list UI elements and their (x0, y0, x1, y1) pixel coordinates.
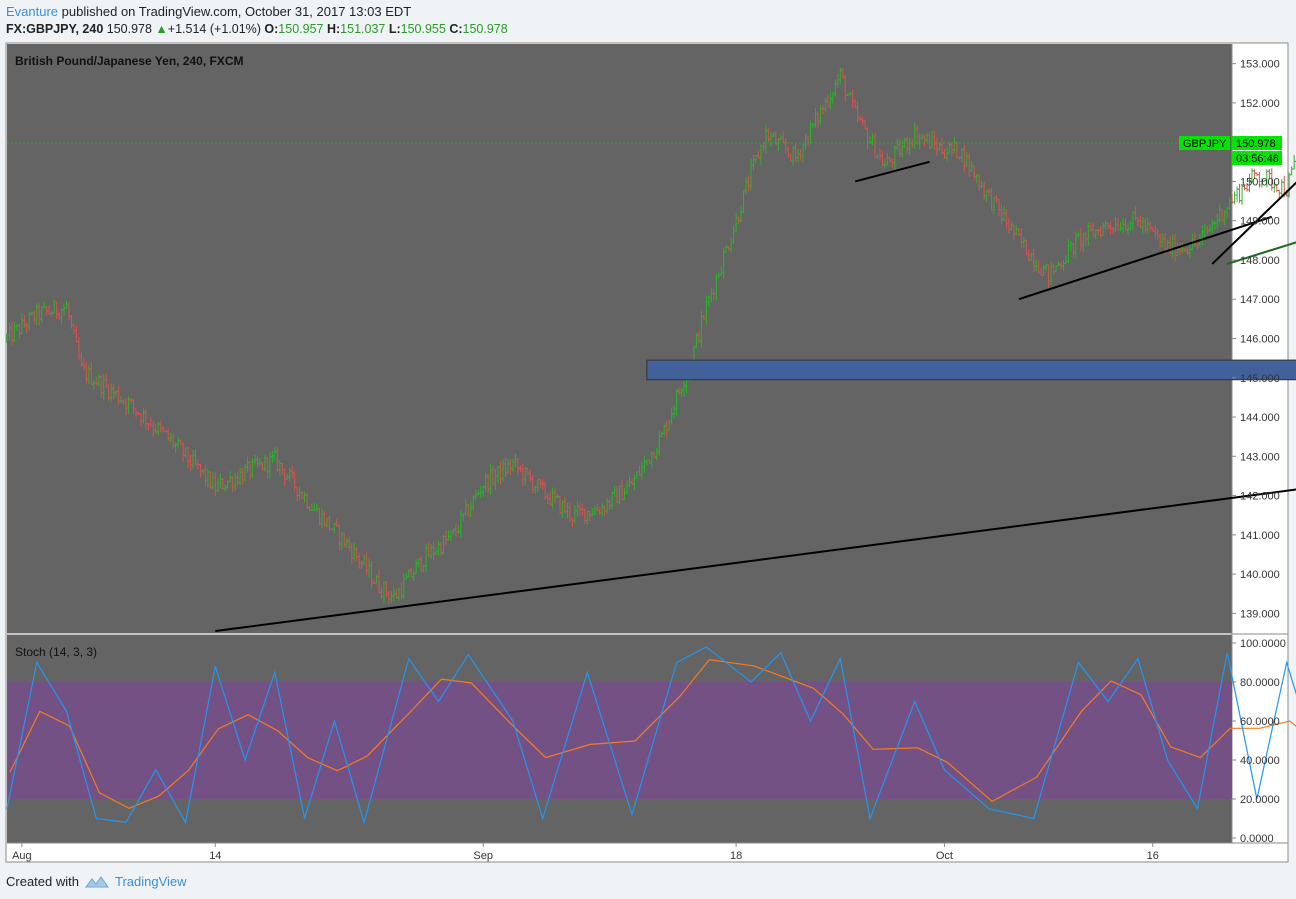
chart-title: British Pound/Japanese Yen, 240, FXCM (15, 54, 244, 68)
candle (1290, 166, 1294, 176)
price-tick-label: 145.000 (1240, 373, 1280, 385)
publish-line: Evanture published on TradingView.com, O… (6, 4, 411, 19)
main-pane[interactable] (7, 44, 1232, 633)
candle (1292, 155, 1296, 170)
last-price: 150.978 (106, 22, 152, 36)
price-tick-label: 139.000 (1240, 608, 1280, 620)
stoch-tick-label: 100.0000 (1240, 638, 1286, 650)
price-tick-label: 152.000 (1240, 98, 1280, 110)
price-tick-label: 142.000 (1240, 491, 1280, 503)
high-value: 151.037 (340, 22, 386, 36)
price-tick-label: 143.000 (1240, 451, 1280, 463)
trendline (854, 160, 930, 183)
annotation-support-zone (646, 359, 1296, 381)
close-value: 150.978 (462, 22, 508, 36)
close-label: C: (449, 22, 463, 36)
trendline (215, 488, 1296, 633)
footer: Created with TradingView (6, 874, 187, 889)
time-tick-label: Sep (473, 850, 493, 862)
tradingview-logo-icon (84, 875, 109, 887)
created-with-label: Created with (6, 874, 79, 889)
price-tick-label: 153.000 (1240, 59, 1280, 71)
time-tick-label: 16 (1147, 850, 1159, 862)
open-label: O: (264, 22, 279, 36)
low-value: 150.955 (400, 22, 446, 36)
low-label: L: (388, 22, 401, 36)
price-tick-label: 146.000 (1240, 334, 1280, 346)
stoch-tick-label: 60.0000 (1240, 716, 1280, 728)
price-tick-label: 144.000 (1240, 412, 1280, 424)
time-tick-label: 14 (209, 850, 221, 862)
price-tick-label: 140.000 (1240, 569, 1280, 581)
price-tick-label: 147.000 (1240, 294, 1280, 306)
high-label: H: (326, 22, 341, 36)
stoch-d-line (9, 658, 1296, 809)
open-value: 150.957 (278, 22, 324, 36)
trendline (1018, 215, 1273, 301)
price-tick-label: 148.000 (1240, 255, 1280, 267)
time-tick-label: 18 (730, 850, 742, 862)
last-price-tag (1232, 136, 1282, 151)
price-tick-label: 141.000 (1240, 530, 1280, 542)
stoch-tick-label: 20.0000 (1240, 794, 1280, 806)
price-tick-label: 150.000 (1240, 176, 1280, 188)
symbol-tag-label: GBPJPY (1183, 138, 1227, 150)
stoch-tick-label: 40.0000 (1240, 755, 1280, 767)
publish-info: published on TradingView.com, October 31… (61, 4, 412, 19)
tradingview-link[interactable]: TradingView (114, 874, 187, 889)
last-price-tag-label: 150.978 (1236, 138, 1276, 150)
price-change: +1.514 (+1.01%) (167, 22, 261, 36)
stoch-k-line (6, 646, 1296, 825)
symbol-tag (1179, 136, 1230, 151)
time-tick-label: Oct (936, 850, 953, 862)
price-tick-label: 149.000 (1240, 216, 1280, 228)
author-link[interactable]: Evanture (6, 4, 59, 19)
stoch-tick-label: 80.0000 (1240, 677, 1280, 689)
change-arrow-icon: ▲ (155, 22, 168, 36)
symbol-name: FX:GBPJPY, 240 (6, 22, 104, 36)
countdown-tag (1232, 151, 1282, 166)
stoch-tick-label: 0.0000 (1240, 833, 1274, 845)
trendline (1226, 241, 1296, 265)
stoch-band (7, 682, 1232, 799)
candles (5, 67, 1296, 605)
time-tick-label: Aug (12, 850, 32, 862)
trendline (1211, 181, 1296, 265)
stoch-title: Stoch (14, 3, 3) (15, 645, 97, 659)
countdown-tag-label: 03:56:48 (1236, 153, 1279, 165)
symbol-line: FX:GBPJPY, 240 150.978 ▲+1.514 (+1.01%) … (6, 22, 508, 36)
